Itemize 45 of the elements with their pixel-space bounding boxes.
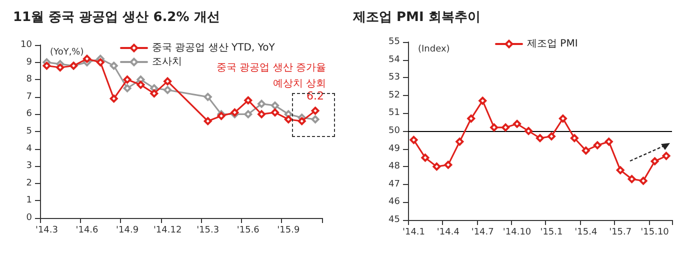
y-tick-label: 10 <box>20 40 32 50</box>
y-tick-label: 46 <box>388 197 400 208</box>
y-tick-label: 55 <box>388 37 400 47</box>
legend-label: 제조업 PMI <box>527 38 578 50</box>
annotation: 중국 광공업 생산 증가율 예상치 상회 <box>216 62 326 90</box>
y-tick-label: 0 <box>26 213 32 223</box>
y-axis-title: (Index) <box>418 44 450 54</box>
x-tick-label: '15.10 <box>640 228 670 238</box>
y-tick-label: 9 <box>26 57 32 68</box>
y-tick-label: 2 <box>26 178 32 188</box>
y-tick-label: 5 <box>26 126 32 136</box>
y-tick-label: 49 <box>388 144 400 154</box>
legend-label: 중국 광공업 생산 YTD, YoY <box>152 42 276 54</box>
y-tick-label: 45 <box>388 215 400 225</box>
y-tick-label: 52 <box>388 90 400 100</box>
x-tick-label: '15.6 <box>236 226 260 236</box>
x-tick-label: '14.9 <box>116 226 139 236</box>
y-tick-label: 51 <box>388 108 400 118</box>
y-tick-label: 50 <box>388 126 400 136</box>
x-tick-label: '14.4 <box>436 228 460 238</box>
y-tick-label: 6 <box>26 109 32 120</box>
y-tick-label: 1 <box>26 196 32 206</box>
y-tick-label: 47 <box>388 179 400 190</box>
x-tick-label: '15.1 <box>540 228 563 238</box>
x-tick-label: '14.7 <box>471 228 494 238</box>
x-tick-label: '14.1 <box>402 228 425 238</box>
x-tick-label: '14.3 <box>35 226 58 236</box>
x-tick-label: '15.3 <box>196 226 220 236</box>
y-tick-label: 4 <box>26 144 32 154</box>
y-tick-label: 54 <box>388 54 400 65</box>
y-tick-label: 53 <box>388 72 400 83</box>
x-tick-label: '14.12 <box>153 226 182 236</box>
x-tick-label: '14.10 <box>502 228 532 238</box>
x-tick-label: '15.4 <box>574 228 598 238</box>
y-tick-label: 48 <box>388 162 400 172</box>
y-tick-label: 3 <box>26 161 32 172</box>
legend-label: 조사치 <box>152 56 182 68</box>
x-tick-label: '14.6 <box>76 226 99 236</box>
y-axis-title: (YoY,%) <box>50 48 84 58</box>
chart-title: 11월 중국 광공업 생산 6.2% 개선 <box>13 10 220 25</box>
y-tick-label: 8 <box>26 74 32 85</box>
x-tick-label: '15.7 <box>609 228 632 238</box>
chart-title: 제조업 PMI 회복추이 <box>352 10 480 25</box>
y-tick-label: 7 <box>26 92 32 102</box>
x-tick-label: '15.9 <box>277 226 300 236</box>
